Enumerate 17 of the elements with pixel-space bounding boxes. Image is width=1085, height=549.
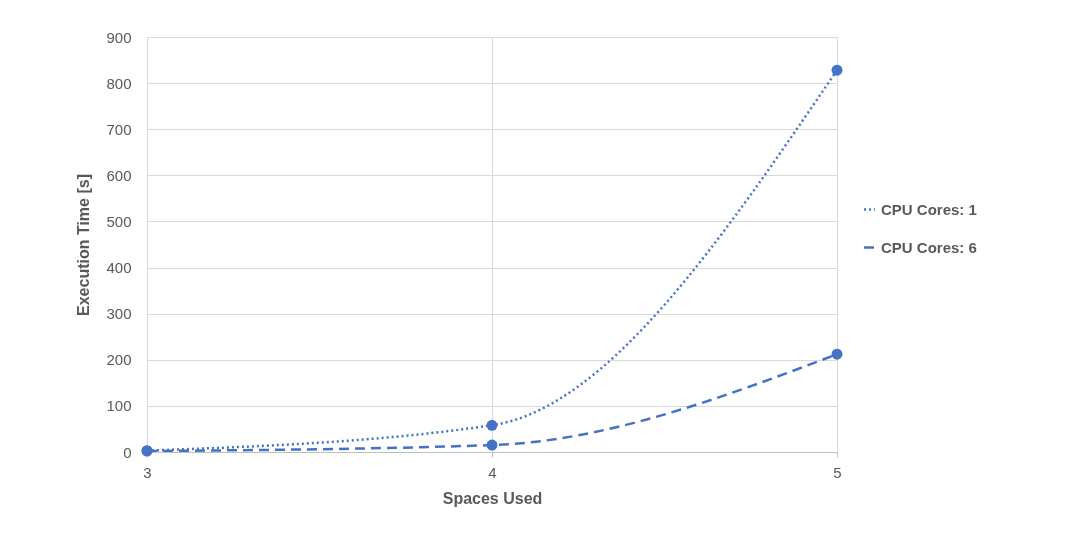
y-tick-label: 100 (106, 397, 132, 415)
x-tick-label: 4 (488, 463, 497, 481)
x-axis-title: Spaces Used (442, 489, 543, 507)
y-tick-label: 200 (106, 351, 132, 369)
y-tick-label: 400 (106, 259, 132, 277)
y-axis-title: Execution Time [s] (75, 174, 93, 316)
y-tick-label: 500 (106, 212, 132, 230)
y-tick-label: 300 (106, 305, 132, 323)
y-tick-label: 800 (106, 74, 132, 92)
x-tick-label: 5 (833, 463, 842, 481)
legend-label: CPU Cores: 1 (881, 200, 977, 218)
y-tick-label: 0 (123, 443, 132, 461)
y-tick-label: 700 (106, 120, 132, 138)
y-tick-label: 600 (106, 166, 132, 184)
x-tick-label: 3 (143, 463, 152, 481)
legend-label: CPU Cores: 6 (881, 238, 977, 256)
y-tick-label: 900 (106, 28, 132, 46)
